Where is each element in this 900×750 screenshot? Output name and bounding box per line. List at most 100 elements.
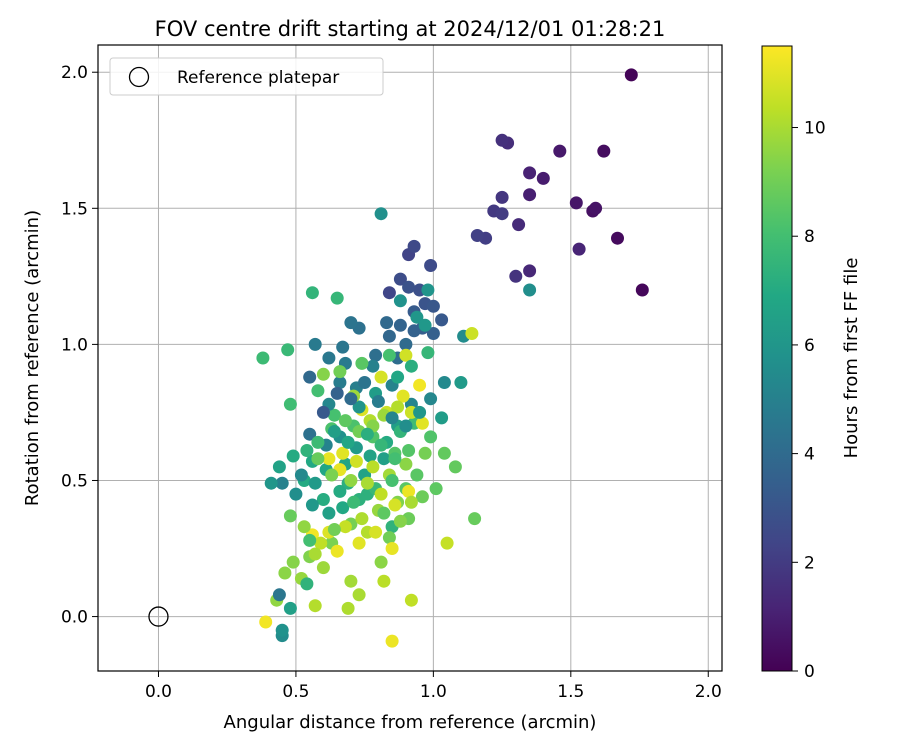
colorbar-label: Hours from first FF file xyxy=(841,258,862,459)
data-point xyxy=(355,512,369,526)
data-point xyxy=(308,547,322,561)
data-point xyxy=(429,482,443,496)
data-point xyxy=(300,577,314,591)
data-point xyxy=(418,446,432,460)
data-point xyxy=(407,239,421,253)
legend: Reference platepar xyxy=(109,57,384,96)
data-point xyxy=(415,416,429,430)
data-point xyxy=(402,280,416,294)
data-point xyxy=(388,498,402,512)
data-point xyxy=(333,484,347,498)
chart-title: FOV centre drift starting at 2024/12/01 … xyxy=(155,17,666,41)
x-axis-ticks: 0.0 0.5 1.0 1.5 2.0 xyxy=(145,671,722,702)
data-point xyxy=(289,487,303,501)
data-point xyxy=(352,536,366,550)
data-point xyxy=(297,520,311,534)
colorbar-tick-label: 2 xyxy=(804,553,815,573)
data-point xyxy=(391,400,405,414)
data-point xyxy=(369,525,383,539)
colorbar-ticks: 0 2 4 6 8 10 xyxy=(792,119,826,682)
data-point xyxy=(303,427,317,441)
data-point xyxy=(512,218,526,232)
data-point xyxy=(421,346,435,360)
data-point xyxy=(404,359,418,373)
data-point xyxy=(341,435,355,449)
data-point xyxy=(374,555,388,569)
data-point xyxy=(330,291,344,305)
colorbar-tick-label: 6 xyxy=(804,336,815,356)
data-point xyxy=(377,506,391,520)
data-point xyxy=(366,460,380,474)
data-point xyxy=(572,242,586,256)
data-point xyxy=(495,190,509,204)
data-point xyxy=(256,351,270,365)
data-point xyxy=(300,444,314,457)
data-point xyxy=(413,378,427,392)
data-points xyxy=(148,68,649,648)
data-point xyxy=(495,133,509,147)
data-point xyxy=(355,356,369,370)
y-tick-label: 2.0 xyxy=(61,63,88,83)
data-point xyxy=(385,474,399,487)
data-point xyxy=(308,476,322,490)
data-point xyxy=(410,310,424,324)
data-point xyxy=(314,536,328,550)
colorbar-tick-label: 4 xyxy=(804,445,815,465)
data-point xyxy=(311,384,325,398)
data-point xyxy=(344,392,358,406)
data-point xyxy=(437,376,451,389)
colorbar xyxy=(761,45,793,672)
data-point xyxy=(303,370,317,384)
data-point xyxy=(399,419,413,433)
data-point xyxy=(327,523,341,536)
data-point xyxy=(404,495,418,509)
data-point xyxy=(391,370,405,384)
data-point xyxy=(553,144,567,158)
data-point xyxy=(374,487,388,501)
data-point xyxy=(377,452,391,466)
data-point xyxy=(286,449,300,463)
grid-lines xyxy=(98,45,722,671)
data-point xyxy=(305,498,319,512)
data-point xyxy=(426,327,440,340)
data-point xyxy=(435,411,449,425)
data-point xyxy=(396,389,410,403)
data-point xyxy=(380,316,394,330)
data-point xyxy=(470,229,484,242)
data-point xyxy=(360,427,374,441)
colorbar-tick-label: 8 xyxy=(804,227,815,247)
data-point xyxy=(316,367,330,381)
data-point xyxy=(369,348,383,362)
data-point xyxy=(311,435,325,449)
data-point xyxy=(322,351,336,365)
data-point xyxy=(281,343,295,357)
data-point xyxy=(305,286,319,300)
data-point xyxy=(382,348,396,362)
data-point xyxy=(424,259,438,272)
data-point xyxy=(333,365,347,379)
data-point xyxy=(272,588,286,602)
x-tick-label: 0.0 xyxy=(145,682,172,702)
data-point xyxy=(382,286,396,300)
x-tick-label: 0.5 xyxy=(282,682,309,702)
data-point xyxy=(278,566,292,580)
x-tick-label: 1.0 xyxy=(420,682,447,702)
data-point xyxy=(371,395,385,408)
data-point xyxy=(325,468,339,482)
data-point xyxy=(495,207,509,221)
data-point xyxy=(347,495,361,509)
data-point xyxy=(259,615,273,629)
data-point xyxy=(385,634,399,648)
data-point xyxy=(336,340,350,354)
data-point xyxy=(286,555,300,569)
y-axis-ticks: 0.0 0.5 1.0 1.5 2.0 xyxy=(61,63,98,628)
data-point xyxy=(424,430,438,444)
data-point xyxy=(385,411,399,425)
data-point xyxy=(536,171,550,185)
data-point xyxy=(330,544,344,558)
data-point xyxy=(294,468,308,482)
data-point xyxy=(341,601,355,615)
data-point xyxy=(399,457,413,471)
data-point xyxy=(382,329,396,343)
data-point xyxy=(327,408,341,422)
